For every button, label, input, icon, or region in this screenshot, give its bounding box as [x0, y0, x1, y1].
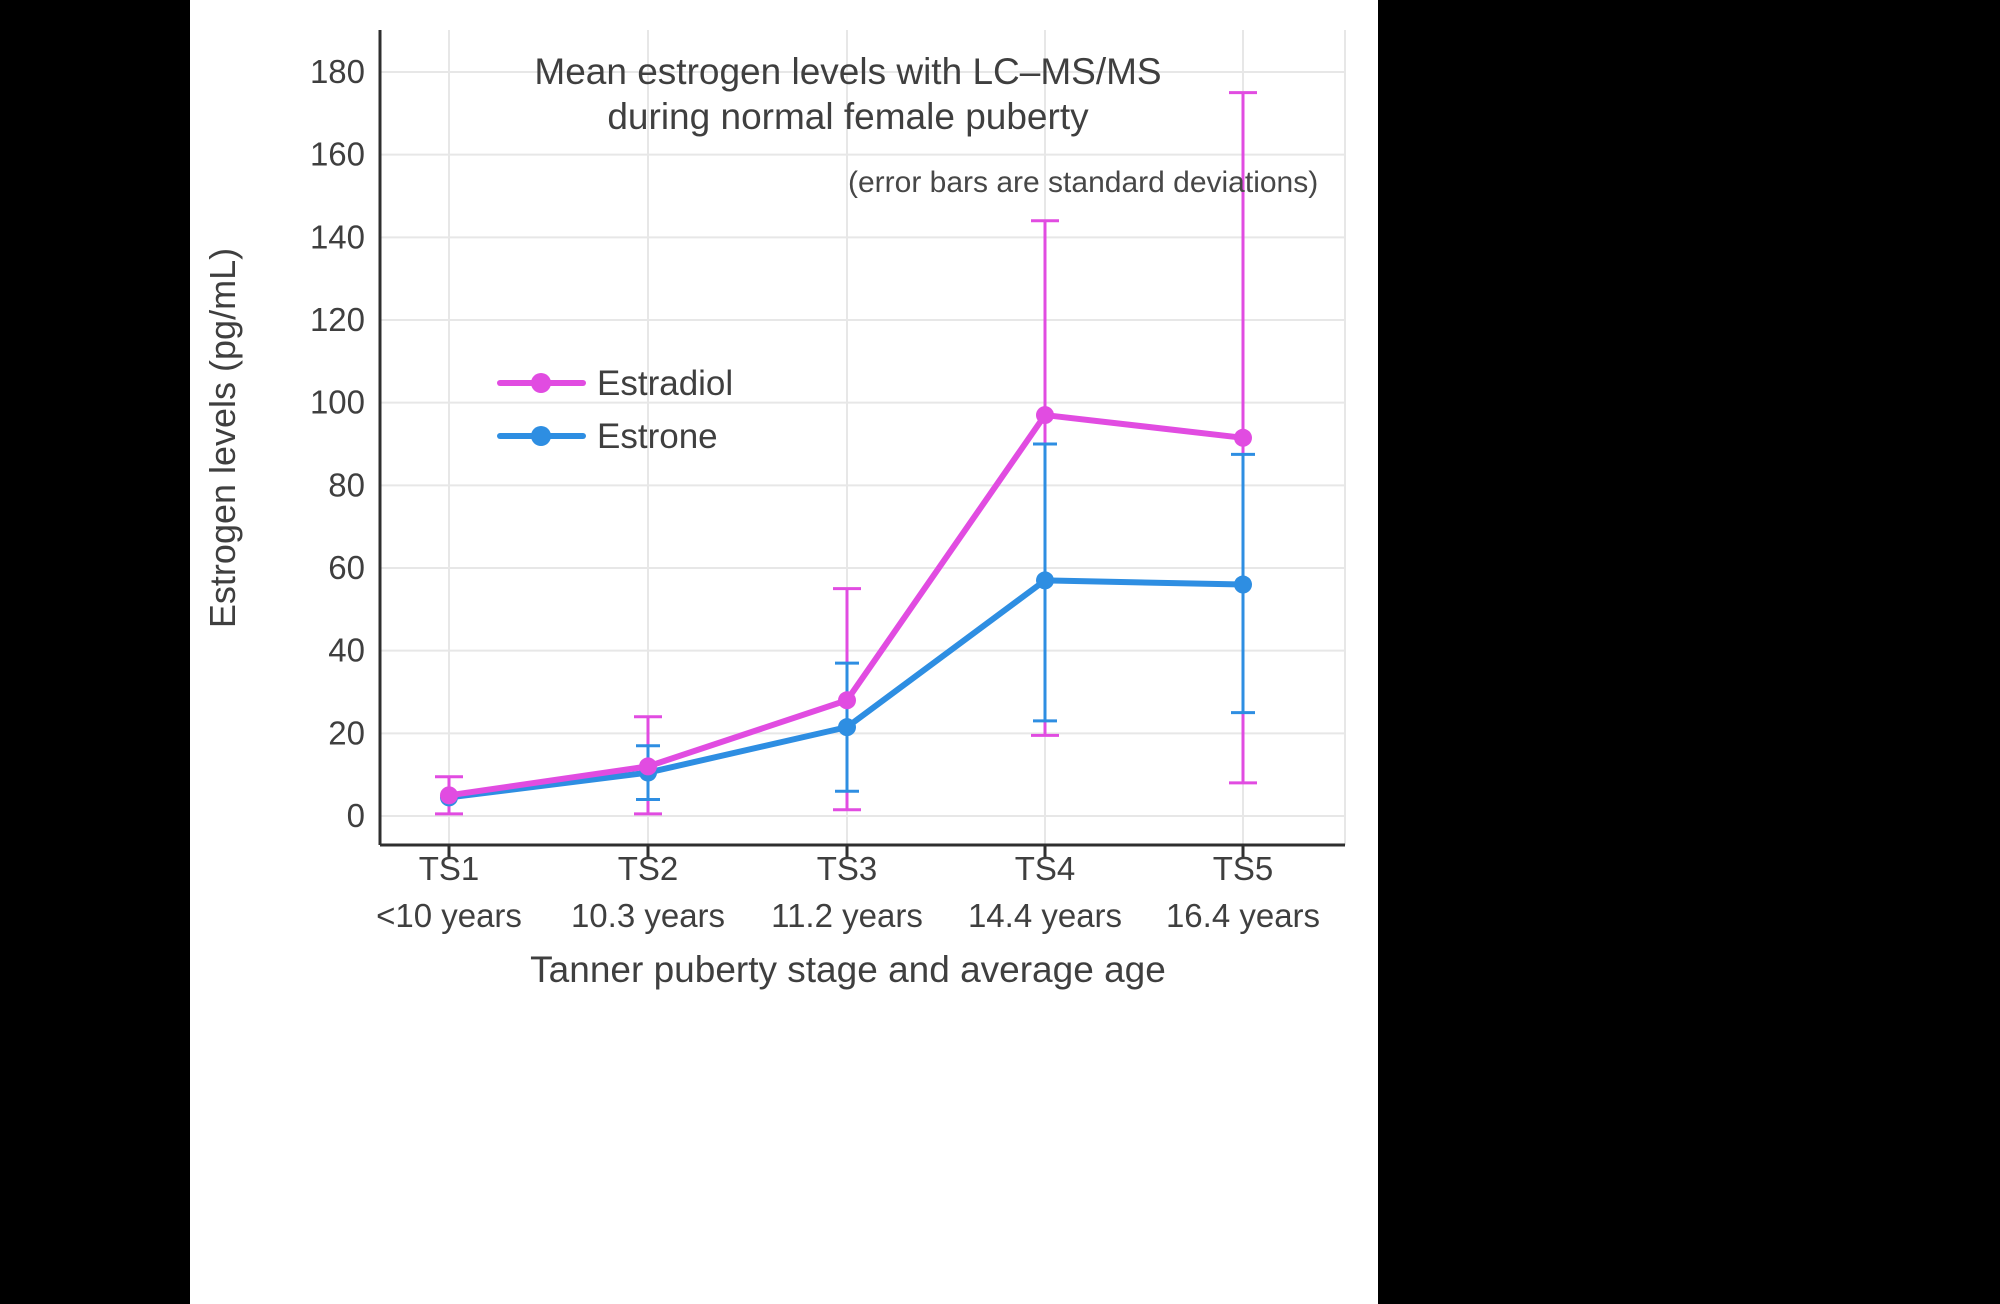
series-estradiol: [440, 406, 1252, 805]
legend-label-estrone: Estrone: [597, 417, 718, 456]
svg-text:TS3: TS3: [817, 850, 878, 887]
chart-canvas: 0 20 40 60 80 100 120 140 160 180 TS1 <10 years TS2 1…: [190, 0, 1378, 1304]
svg-text:20: 20: [328, 714, 365, 751]
svg-text:11.2 years: 11.2 years: [771, 897, 923, 934]
svg-text:Mean estrogen levels with LC–M: Mean estrogen levels with LC–MS/MS: [534, 51, 1161, 92]
svg-text:160: 160: [310, 136, 365, 173]
svg-text:TS4: TS4: [1015, 850, 1076, 887]
svg-text:TS5: TS5: [1213, 850, 1274, 887]
y-axis-label: Estrogen levels (pg/mL): [202, 248, 243, 628]
legend-label-estradiol: Estradiol: [597, 364, 733, 403]
svg-text:180: 180: [310, 53, 365, 90]
svg-text:16.4 years: 16.4 years: [1166, 897, 1320, 934]
chart-subtitle: (error bars are standard deviations): [848, 166, 1318, 199]
svg-text:120: 120: [310, 301, 365, 338]
x-tick-labels: TS1 <10 years TS2 10.3 years TS3 11.2 years TS…: [376, 850, 1320, 934]
svg-text:100: 100: [310, 384, 365, 421]
error-bars-estrone: [636, 442, 1255, 801]
legend: Estradiol Estrone: [497, 364, 733, 456]
data-point: [440, 786, 458, 805]
data-point: [1234, 575, 1252, 594]
data-point: [1234, 428, 1252, 447]
svg-text:<10 years: <10 years: [376, 897, 522, 934]
data-point: [639, 757, 657, 776]
svg-text:140: 140: [310, 218, 365, 255]
svg-text:TS2: TS2: [618, 850, 679, 887]
data-point: [838, 691, 856, 710]
y-tick-labels: 0 20 40 60 80 100 120 140 160 180: [310, 53, 365, 834]
legend-marker-estrone: [531, 426, 551, 446]
x-axis-label: Tanner puberty stage and average age: [530, 949, 1166, 990]
svg-text:TS1: TS1: [419, 850, 480, 887]
data-point: [838, 718, 856, 737]
svg-text:40: 40: [328, 632, 365, 669]
svg-text:during normal female puberty: during normal female puberty: [607, 96, 1089, 137]
svg-text:14.4 years: 14.4 years: [968, 897, 1122, 934]
data-point: [1036, 406, 1054, 425]
legend-marker-estradiol: [531, 373, 551, 393]
chart-title: Mean estrogen levels with LC–MS/MSduring…: [534, 51, 1161, 137]
svg-text:10.3 years: 10.3 years: [571, 897, 725, 934]
svg-text:60: 60: [328, 549, 365, 586]
svg-text:80: 80: [328, 466, 365, 503]
letterbox-left: [0, 0, 190, 1304]
letterbox-right: [1378, 0, 2000, 1304]
axes: [378, 30, 1345, 858]
line-chart: 0 20 40 60 80 100 120 140 160 180 TS1 <10 years TS2 1…: [202, 30, 1346, 990]
data-point: [1036, 571, 1054, 590]
svg-text:0: 0: [347, 797, 365, 834]
